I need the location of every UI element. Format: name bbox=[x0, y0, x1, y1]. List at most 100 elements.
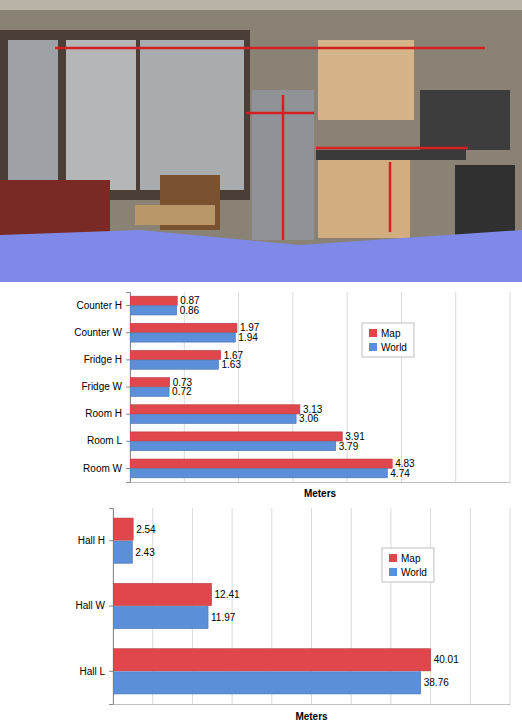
y-tick: Fridge W bbox=[81, 381, 130, 392]
y-tick-label: Hall H bbox=[78, 535, 105, 546]
measure-line bbox=[55, 47, 485, 50]
legend-box bbox=[362, 323, 414, 357]
grid-line bbox=[238, 292, 239, 482]
y-tick-label: Hall L bbox=[79, 666, 105, 677]
page: Counter H Counter W Fridge H Fridge W Room H… bbox=[0, 0, 522, 725]
scene-floor bbox=[0, 230, 522, 282]
y-tick: Fridge H bbox=[84, 354, 130, 365]
scene-wall bbox=[0, 0, 522, 282]
y-axis: Hall H Hall W Hall L bbox=[76, 509, 114, 705]
measure-line bbox=[316, 147, 468, 150]
x-axis-title: Meters bbox=[304, 488, 337, 499]
scene-table bbox=[135, 205, 215, 225]
bar bbox=[130, 323, 237, 332]
bars bbox=[130, 296, 392, 478]
bar bbox=[130, 306, 177, 315]
bar bbox=[113, 672, 421, 694]
legend: MapWorld bbox=[362, 323, 414, 357]
grid-line bbox=[470, 508, 471, 704]
bar bbox=[130, 469, 387, 478]
y-tick: Room L bbox=[87, 435, 130, 446]
y-tick-mark bbox=[126, 387, 130, 388]
y-tick-label: Counter H bbox=[76, 300, 122, 311]
bar bbox=[130, 387, 169, 396]
data-label: 3.79 bbox=[339, 441, 359, 452]
data-label: 12.41 bbox=[215, 589, 240, 600]
grid-line bbox=[510, 508, 511, 704]
y-tick-label: Counter W bbox=[74, 327, 122, 338]
scene-counter bbox=[316, 150, 466, 160]
y-tick: Hall W bbox=[76, 600, 113, 611]
legend-swatch bbox=[389, 554, 397, 562]
bar bbox=[113, 649, 431, 671]
bar bbox=[130, 360, 218, 369]
y-tick-label: Room H bbox=[85, 408, 122, 419]
scene-cabinet bbox=[318, 158, 410, 238]
data-label: 2.43 bbox=[135, 547, 155, 558]
legend: MapWorld bbox=[382, 548, 434, 582]
grid-line bbox=[292, 292, 293, 482]
y-tick: Hall L bbox=[79, 666, 113, 677]
legend-label: World bbox=[381, 342, 407, 353]
bars bbox=[113, 518, 431, 694]
legend-box bbox=[382, 548, 434, 582]
x-axis bbox=[114, 704, 511, 706]
legend-swatch bbox=[369, 329, 377, 337]
measure-line bbox=[282, 95, 285, 240]
bar bbox=[130, 441, 336, 450]
data-label: 11.97 bbox=[211, 612, 236, 623]
data-label: 0.72 bbox=[172, 386, 192, 397]
data-label: 1.63 bbox=[221, 359, 241, 370]
y-tick-mark bbox=[126, 468, 130, 469]
measure-line bbox=[389, 162, 392, 232]
bar bbox=[130, 432, 342, 441]
y-tick-mark bbox=[126, 441, 130, 442]
y-tick-label: Fridge H bbox=[84, 354, 122, 365]
grid bbox=[130, 292, 510, 482]
bar bbox=[113, 541, 132, 563]
data-label: 3.06 bbox=[299, 413, 319, 424]
bar bbox=[130, 459, 392, 468]
y-tick-mark bbox=[126, 359, 130, 360]
scene-window bbox=[140, 40, 244, 190]
y-axis-line bbox=[109, 509, 114, 705]
bar bbox=[130, 414, 296, 423]
legend-label: World bbox=[401, 567, 427, 578]
y-tick-label: Room L bbox=[87, 435, 122, 446]
x-axis bbox=[131, 482, 511, 484]
grid-line bbox=[347, 292, 348, 482]
y-tick-mark bbox=[109, 671, 113, 672]
bar bbox=[130, 350, 221, 359]
measure-line bbox=[246, 112, 314, 115]
chart: Counter H Counter W Fridge H Fridge W Room H… bbox=[74, 292, 510, 499]
y-tick-label: Room W bbox=[83, 463, 122, 474]
y-tick: Counter W bbox=[74, 327, 130, 338]
x-axis-line bbox=[114, 704, 511, 705]
scene-window-frame bbox=[0, 30, 250, 200]
bar bbox=[130, 333, 235, 342]
data-label: 4.74 bbox=[390, 468, 410, 479]
bar bbox=[130, 378, 170, 387]
y-tick-mark bbox=[126, 305, 130, 306]
scene-window bbox=[66, 40, 136, 190]
y-tick: Hall H bbox=[78, 535, 113, 546]
chart: Hall HHall WHall L2.5412.4140.012.4311.9… bbox=[76, 508, 511, 722]
scene-ceiling bbox=[0, 0, 522, 10]
grid-line bbox=[430, 508, 431, 704]
grid-line bbox=[510, 292, 511, 482]
bar bbox=[113, 606, 208, 628]
scene-window bbox=[8, 40, 58, 190]
y-tick-mark bbox=[109, 606, 113, 607]
grid-line bbox=[455, 292, 456, 482]
y-tick-mark bbox=[126, 332, 130, 333]
legend-swatch bbox=[389, 568, 397, 576]
data-label: 40.01 bbox=[434, 654, 459, 665]
data-label: 0.86 bbox=[180, 305, 200, 316]
legend-swatch bbox=[369, 343, 377, 351]
scene-microwave bbox=[420, 90, 510, 150]
bar bbox=[113, 583, 212, 605]
y-tick: Room H bbox=[85, 408, 130, 419]
scene bbox=[0, 0, 522, 282]
data-label: 1.94 bbox=[238, 332, 258, 343]
bar bbox=[113, 518, 133, 540]
